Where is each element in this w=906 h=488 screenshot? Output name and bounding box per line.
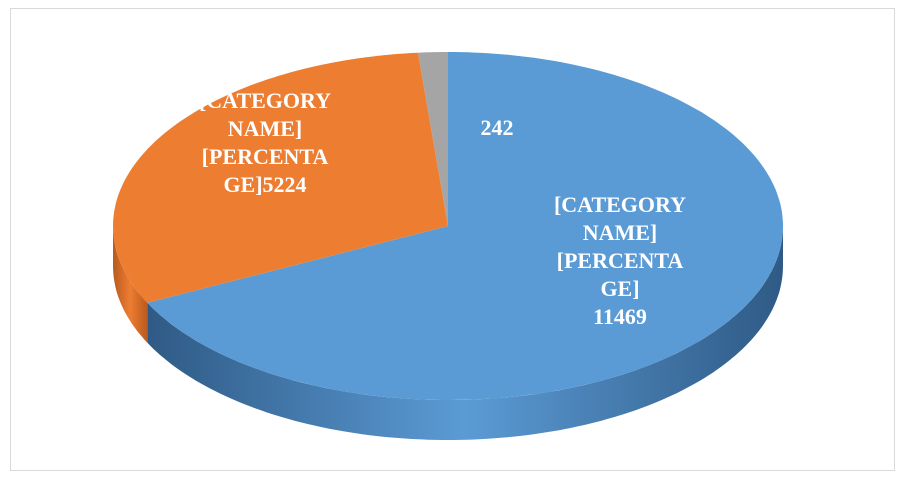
- data-label: [CATEGORY NAME] [PERCENTA GE]5224: [199, 88, 331, 197]
- data-label-line: [PERCENTA: [202, 144, 329, 169]
- data-label-line: [CATEGORY: [554, 192, 686, 217]
- slice-side: [113, 226, 148, 343]
- data-label-line: GE]5224: [223, 172, 306, 197]
- data-label-line: GE]: [600, 276, 639, 301]
- data-label-line: 242: [481, 115, 514, 140]
- slice: [418, 52, 448, 226]
- slice-side: [147, 226, 783, 440]
- data-label: 242: [481, 115, 514, 140]
- slice: [147, 52, 783, 400]
- data-label-line: [CATEGORY: [199, 88, 331, 113]
- data-label-line: NAME]: [228, 116, 303, 141]
- data-label-line: [PERCENTA: [557, 248, 684, 273]
- slice: [113, 52, 448, 303]
- data-label-line: NAME]: [583, 220, 658, 245]
- data-label: [CATEGORY NAME] [PERCENTA GE] 11469: [554, 192, 686, 329]
- data-label-line: 11469: [593, 304, 647, 329]
